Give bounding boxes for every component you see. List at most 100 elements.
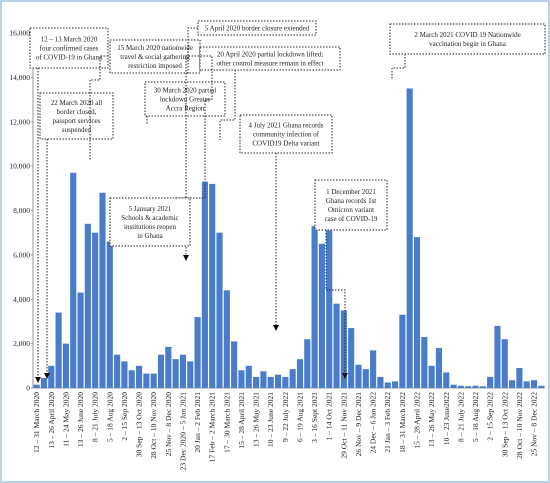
annotation-text: institutions reopen bbox=[124, 223, 176, 231]
bar bbox=[326, 230, 333, 388]
x-tick-label: 1 – 14 Oct 2021 bbox=[325, 392, 334, 441]
annotation-text: Accra Region bbox=[166, 105, 205, 113]
annotation-box bbox=[389, 23, 546, 55]
annotation-box bbox=[109, 197, 191, 247]
bar bbox=[413, 237, 421, 388]
bar bbox=[216, 232, 223, 388]
bar bbox=[231, 341, 238, 388]
annotation-text: 1 December 2021 bbox=[326, 188, 376, 196]
annotation-text: 4 July 2021 Ghana records bbox=[248, 122, 323, 130]
arrowhead bbox=[44, 373, 50, 379]
bar bbox=[304, 339, 311, 388]
bar bbox=[238, 370, 245, 388]
annotation-text: restriction imposed bbox=[128, 62, 182, 70]
arrowhead bbox=[35, 377, 41, 383]
bar bbox=[348, 328, 355, 388]
x-tick-label: 13 – 26 May 2021 bbox=[252, 392, 261, 447]
bar bbox=[209, 183, 216, 388]
bar bbox=[494, 325, 501, 388]
annotation-text: 20 April 2020 partial lockdown lifted; bbox=[217, 51, 323, 59]
bar bbox=[362, 369, 369, 388]
bar bbox=[457, 385, 464, 388]
bar bbox=[33, 384, 40, 388]
x-tick-label: 8 – 21 July 2022 bbox=[456, 392, 465, 442]
x-tick-label: 10 – 23 June 2021 bbox=[266, 392, 275, 447]
x-tick-label: 26 Nov – 9 Dec 2021 bbox=[354, 392, 363, 457]
annotation-box bbox=[199, 46, 341, 71]
bar bbox=[421, 336, 428, 388]
leader-line bbox=[175, 55, 213, 260]
y-tick-label: 8,000 bbox=[13, 206, 30, 215]
bar bbox=[509, 380, 516, 388]
annotation-text: other control measure remain in effect bbox=[217, 60, 324, 68]
bar bbox=[479, 386, 486, 388]
bar bbox=[450, 384, 457, 388]
bar bbox=[538, 385, 545, 388]
annotation-text: 15 March 2020 nationwide bbox=[117, 44, 193, 52]
bar bbox=[384, 382, 391, 388]
x-tick-label: 18 – 31 March 2022 bbox=[398, 392, 407, 453]
y-tick-label: 6,000 bbox=[13, 250, 30, 259]
annotation-box bbox=[197, 20, 317, 36]
bar bbox=[143, 373, 150, 388]
x-tick-label: 3 – 16 Sept 2021 bbox=[310, 392, 319, 443]
bar bbox=[465, 386, 472, 388]
bar bbox=[399, 314, 406, 388]
annotation-text: border closed, bbox=[57, 108, 97, 116]
bar bbox=[121, 361, 128, 388]
annotation-text: 2 March 2021 COVID 19 Nationwide bbox=[414, 31, 520, 39]
x-tick-label: 29 Oct – 11 Nov 2021 bbox=[339, 392, 348, 459]
bar bbox=[487, 376, 494, 388]
arrowhead bbox=[183, 255, 189, 261]
bar bbox=[406, 88, 413, 388]
bar bbox=[296, 359, 304, 388]
bar bbox=[523, 381, 530, 388]
annotation-text: 30 March 2020 partial bbox=[154, 87, 216, 95]
annotation-text: Schools & academic bbox=[121, 214, 179, 222]
bar bbox=[62, 343, 69, 388]
annotation-box bbox=[39, 92, 114, 140]
bar bbox=[253, 376, 260, 388]
leader-line bbox=[187, 27, 198, 75]
y-tick-label: 0 bbox=[26, 384, 30, 393]
x-tick-label: 25 Nov – 8 Dec 2022 bbox=[530, 392, 539, 457]
arrowhead bbox=[342, 373, 348, 379]
bar bbox=[77, 292, 84, 388]
annotation-box bbox=[314, 179, 388, 231]
x-tick-label: 5 – 18 Aug 2022 bbox=[471, 392, 480, 442]
bar bbox=[172, 359, 179, 388]
annotation-text: 12 – 13 March 2020 bbox=[41, 36, 98, 44]
x-tick-label: 13 – 26 April 2020 bbox=[47, 392, 56, 449]
bar bbox=[245, 365, 252, 388]
annotation-box bbox=[29, 27, 109, 69]
annotation-text: Omicron variant bbox=[328, 206, 374, 214]
bar bbox=[472, 385, 479, 388]
bar bbox=[289, 369, 296, 388]
bar bbox=[135, 365, 143, 388]
bar bbox=[70, 172, 77, 388]
bar bbox=[516, 368, 523, 388]
leader-line bbox=[219, 70, 236, 140]
bar bbox=[340, 310, 347, 388]
leader-line bbox=[391, 54, 406, 80]
bar bbox=[157, 354, 165, 388]
bar bbox=[501, 339, 508, 388]
annotation-text: case of COVID-19 bbox=[325, 215, 378, 223]
bar bbox=[106, 241, 113, 388]
annotation-text: 22 March 2020 all bbox=[51, 99, 103, 107]
x-tick-label: 12 – 31 March 2020 bbox=[32, 392, 41, 453]
bar bbox=[443, 372, 450, 388]
bar bbox=[223, 290, 230, 388]
bar bbox=[92, 232, 99, 388]
y-tick-label: 12,000 bbox=[9, 117, 30, 126]
x-tick-label: 17 – 30 March 2021 bbox=[222, 392, 231, 453]
bar bbox=[194, 317, 201, 388]
x-tick-label: 23 Dec 2020 – 5 Jan 2021 bbox=[178, 392, 187, 471]
bar bbox=[435, 348, 443, 388]
x-tick-label: 30 Sep – 13 Oct 2020 bbox=[135, 392, 144, 457]
x-tick-label: 11 – 24 May 2020 bbox=[61, 392, 70, 447]
y-tick-label: 16,000 bbox=[9, 29, 30, 38]
bar bbox=[377, 376, 384, 388]
annotation-text: 5 January 2021 bbox=[129, 205, 172, 213]
